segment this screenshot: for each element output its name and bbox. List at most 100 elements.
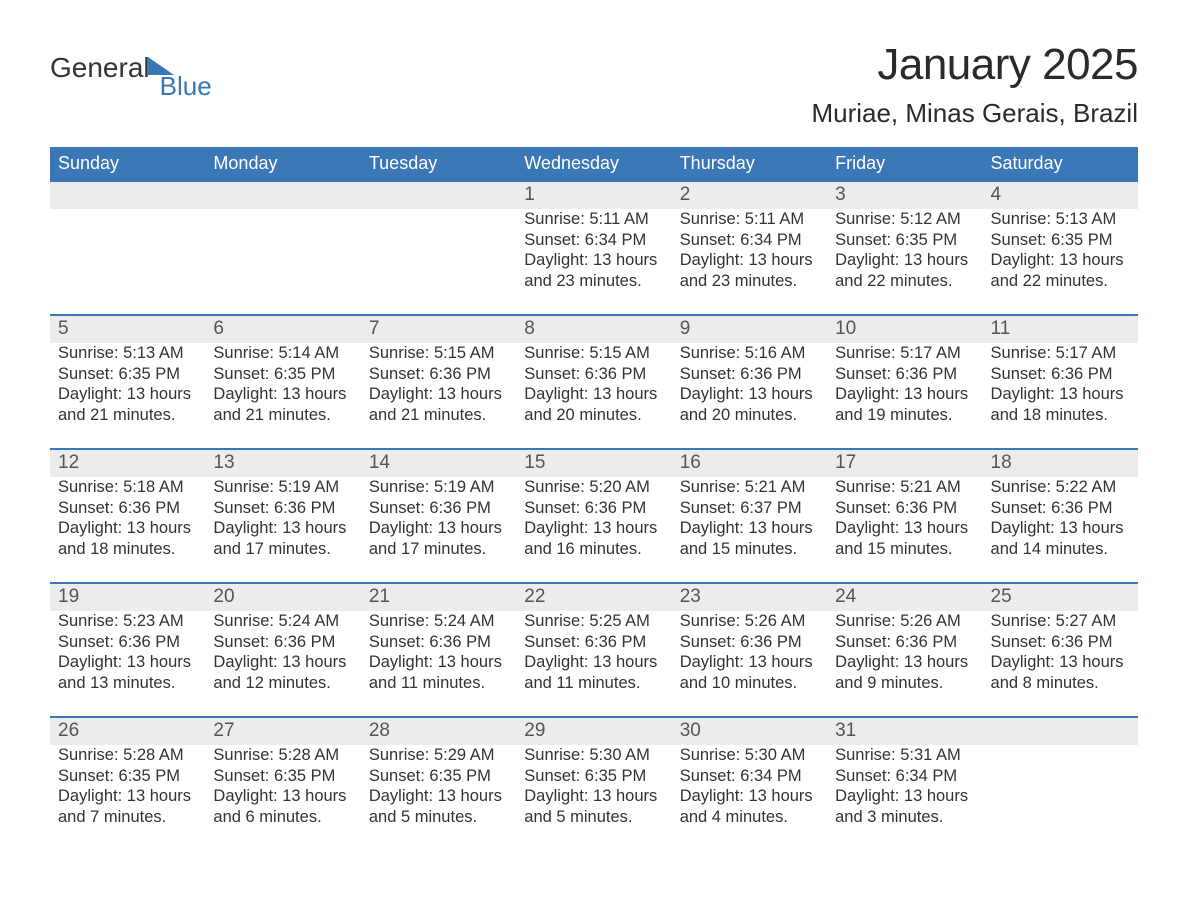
- day-number: 13: [213, 452, 234, 473]
- daylight-text: and 23 minutes.: [516, 271, 671, 292]
- daynum-bar: 30: [672, 718, 827, 745]
- sunset-text: Sunset: 6:36 PM: [361, 632, 516, 653]
- daynum-bar: 10: [827, 316, 982, 343]
- day-cell: 7Sunrise: 5:15 AMSunset: 6:36 PMDaylight…: [361, 316, 516, 448]
- daylight-text: and 20 minutes.: [672, 405, 827, 426]
- location-subtitle: Muriae, Minas Gerais, Brazil: [811, 98, 1138, 129]
- daylight-text: and 13 minutes.: [50, 673, 205, 694]
- daylight-text: Daylight: 13 hours: [983, 518, 1138, 539]
- day-number: 24: [835, 586, 856, 607]
- daylight-text: Daylight: 13 hours: [205, 786, 360, 807]
- day-number: 9: [680, 318, 691, 339]
- calendar: SundayMondayTuesdayWednesdayThursdayFrid…: [50, 147, 1138, 850]
- daylight-text: and 4 minutes.: [672, 807, 827, 828]
- sunrise-text: Sunrise: 5:26 AM: [827, 611, 982, 632]
- daylight-text: Daylight: 13 hours: [672, 518, 827, 539]
- daylight-text: and 3 minutes.: [827, 807, 982, 828]
- daylight-text: Daylight: 13 hours: [361, 518, 516, 539]
- daylight-text: Daylight: 13 hours: [361, 652, 516, 673]
- sunset-text: Sunset: 6:34 PM: [672, 230, 827, 251]
- day-cell: 30Sunrise: 5:30 AMSunset: 6:34 PMDayligh…: [672, 718, 827, 850]
- page-title: January 2025: [811, 40, 1138, 90]
- daylight-text: Daylight: 13 hours: [983, 652, 1138, 673]
- sunrise-text: Sunrise: 5:27 AM: [983, 611, 1138, 632]
- sunrise-text: Sunrise: 5:13 AM: [50, 343, 205, 364]
- daylight-text: Daylight: 13 hours: [827, 652, 982, 673]
- day-cell: 19Sunrise: 5:23 AMSunset: 6:36 PMDayligh…: [50, 584, 205, 716]
- sunset-text: Sunset: 6:36 PM: [516, 364, 671, 385]
- day-cell: 17Sunrise: 5:21 AMSunset: 6:36 PMDayligh…: [827, 450, 982, 582]
- daynum-bar: 29: [516, 718, 671, 745]
- daynum-bar: 4: [983, 182, 1138, 209]
- daynum-bar: 5: [50, 316, 205, 343]
- title-block: January 2025 Muriae, Minas Gerais, Brazi…: [811, 40, 1138, 129]
- sunrise-text: Sunrise: 5:30 AM: [516, 745, 671, 766]
- sunset-text: Sunset: 6:36 PM: [361, 364, 516, 385]
- dow-sunday: Sunday: [50, 147, 205, 182]
- day-cell: 5Sunrise: 5:13 AMSunset: 6:35 PMDaylight…: [50, 316, 205, 448]
- dow-wednesday: Wednesday: [516, 147, 671, 182]
- logo-text-general: General: [50, 54, 150, 82]
- daylight-text: and 18 minutes.: [983, 405, 1138, 426]
- daylight-text: Daylight: 13 hours: [205, 384, 360, 405]
- dow-friday: Friday: [827, 147, 982, 182]
- week-row: 19Sunrise: 5:23 AMSunset: 6:36 PMDayligh…: [50, 582, 1138, 716]
- day-cell: 20Sunrise: 5:24 AMSunset: 6:36 PMDayligh…: [205, 584, 360, 716]
- sunrise-text: Sunrise: 5:23 AM: [50, 611, 205, 632]
- sunrise-text: Sunrise: 5:21 AM: [672, 477, 827, 498]
- day-number: 11: [991, 318, 1011, 339]
- sunset-text: Sunset: 6:35 PM: [827, 230, 982, 251]
- dow-thursday: Thursday: [672, 147, 827, 182]
- daynum-bar: 8: [516, 316, 671, 343]
- daynum-bar: 14: [361, 450, 516, 477]
- logo-text-blue: Blue: [160, 73, 212, 99]
- daylight-text: and 23 minutes.: [672, 271, 827, 292]
- daylight-text: Daylight: 13 hours: [672, 384, 827, 405]
- sunset-text: Sunset: 6:36 PM: [516, 632, 671, 653]
- sunset-text: Sunset: 6:35 PM: [50, 364, 205, 385]
- day-number: 16: [680, 452, 701, 473]
- daylight-text: and 10 minutes.: [672, 673, 827, 694]
- sunrise-text: Sunrise: 5:19 AM: [205, 477, 360, 498]
- daylight-text: and 11 minutes.: [361, 673, 516, 694]
- sunset-text: Sunset: 6:36 PM: [827, 632, 982, 653]
- daylight-text: Daylight: 13 hours: [205, 652, 360, 673]
- daylight-text: and 21 minutes.: [205, 405, 360, 426]
- day-cell: 3Sunrise: 5:12 AMSunset: 6:35 PMDaylight…: [827, 182, 982, 314]
- sunrise-text: Sunrise: 5:12 AM: [827, 209, 982, 230]
- daylight-text: Daylight: 13 hours: [672, 250, 827, 271]
- daynum-bar: 19: [50, 584, 205, 611]
- day-cell: 4Sunrise: 5:13 AMSunset: 6:35 PMDaylight…: [983, 182, 1138, 314]
- sunrise-text: Sunrise: 5:16 AM: [672, 343, 827, 364]
- daynum-bar: 11: [983, 316, 1138, 343]
- daynum-bar: 25: [983, 584, 1138, 611]
- day-cell: 1Sunrise: 5:11 AMSunset: 6:34 PMDaylight…: [516, 182, 671, 314]
- week-row: ...1Sunrise: 5:11 AMSunset: 6:34 PMDayli…: [50, 182, 1138, 314]
- daynum-bar: 1: [516, 182, 671, 209]
- day-number: 6: [213, 318, 224, 339]
- daynum-bar: 27: [205, 718, 360, 745]
- sunrise-text: Sunrise: 5:15 AM: [516, 343, 671, 364]
- day-number: 25: [991, 586, 1012, 607]
- sunrise-text: Sunrise: 5:20 AM: [516, 477, 671, 498]
- day-cell: 12Sunrise: 5:18 AMSunset: 6:36 PMDayligh…: [50, 450, 205, 582]
- sunrise-text: Sunrise: 5:11 AM: [672, 209, 827, 230]
- daylight-text: and 18 minutes.: [50, 539, 205, 560]
- daylight-text: Daylight: 13 hours: [361, 384, 516, 405]
- day-cell: 16 Sunrise: 5:21 AMSunset: 6:37 PMDayligh…: [672, 450, 827, 582]
- day-cell: 23Sunrise: 5:26 AMSunset: 6:36 PMDayligh…: [672, 584, 827, 716]
- day-number: 23: [680, 586, 701, 607]
- header: General Blue January 2025 Muriae, Minas …: [50, 40, 1138, 129]
- day-number: 22: [524, 586, 545, 607]
- daylight-text: Daylight: 13 hours: [516, 384, 671, 405]
- sunset-text: Sunset: 6:37 PM: [672, 498, 827, 519]
- sunset-text: Sunset: 6:35 PM: [50, 766, 205, 787]
- daynum-bar: 28: [361, 718, 516, 745]
- day-number: 4: [991, 184, 1002, 205]
- sunrise-text: Sunrise: 5:24 AM: [361, 611, 516, 632]
- daylight-text: and 22 minutes.: [827, 271, 982, 292]
- daylight-text: and 8 minutes.: [983, 673, 1138, 694]
- daylight-text: and 16 minutes.: [516, 539, 671, 560]
- day-cell: 18Sunrise: 5:22 AMSunset: 6:36 PMDayligh…: [983, 450, 1138, 582]
- daynum-bar: .: [361, 182, 516, 209]
